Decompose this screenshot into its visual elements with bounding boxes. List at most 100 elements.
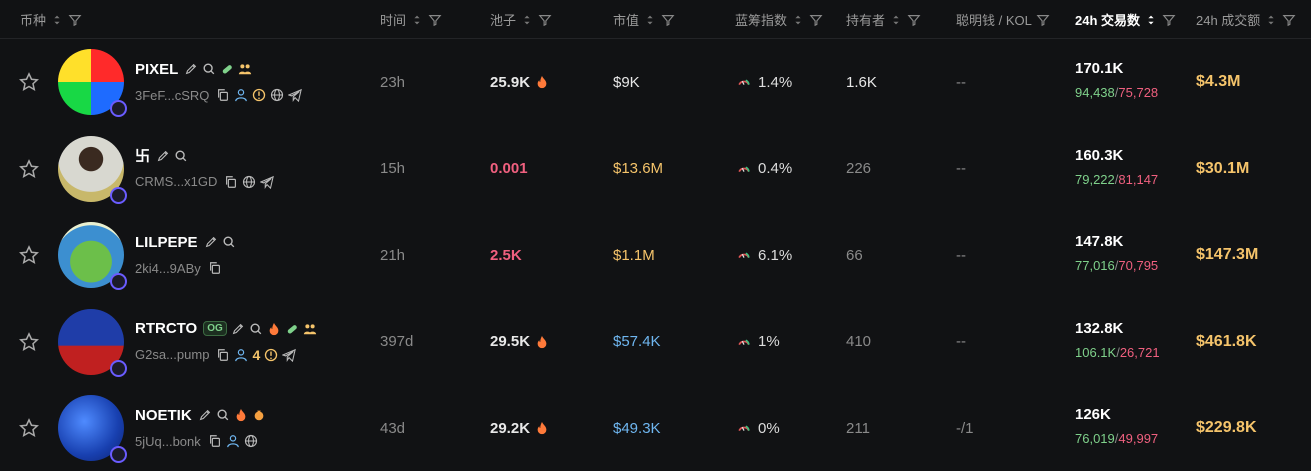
column-title: 24h 交易数	[1075, 13, 1141, 28]
copy-icon[interactable]	[216, 88, 230, 102]
volume: $229.8K	[1196, 418, 1257, 438]
pencil-icon	[186, 63, 197, 75]
sort-button[interactable]	[50, 13, 64, 27]
warn-icon[interactable]	[252, 88, 266, 102]
buys-value: 106.1K	[1075, 344, 1117, 360]
filter-button[interactable]	[907, 13, 921, 27]
tg-icon[interactable]	[288, 88, 303, 102]
gauge-icon	[738, 165, 750, 172]
age: 43d	[380, 418, 405, 438]
token-row[interactable]: NOETIK 5jUq...bonk 43d 29.2K $49.3K 0% 211 -/1 1…	[0, 385, 1311, 471]
token-address: G2sa...pump	[135, 347, 210, 362]
pill-icon	[223, 65, 233, 74]
gauge-icon	[738, 425, 750, 432]
filter-button[interactable]	[68, 13, 82, 27]
column-header: 时间	[380, 10, 442, 29]
pencil-icon	[157, 150, 169, 161]
favorite-star[interactable]	[19, 158, 39, 184]
volume-value: $30.1M	[1196, 159, 1250, 177]
warn-icon[interactable]	[264, 348, 278, 362]
address-line: 2ki4...9ABy	[135, 258, 222, 278]
tg-icon[interactable]	[260, 175, 275, 189]
token-address: 3FeF...cSRQ	[135, 87, 210, 103]
pencil-icon	[199, 409, 210, 421]
holders-value: 211	[846, 419, 870, 437]
star-icon	[19, 331, 39, 351]
gauge-icon	[738, 79, 750, 86]
sort-button[interactable]	[1144, 13, 1158, 27]
hot-icon	[537, 421, 547, 435]
filter-button[interactable]	[1282, 13, 1296, 27]
name-line: NOETIK	[135, 405, 266, 425]
token-row[interactable]: 卐 CRMS...x1GD 15h 0.001 $13.6M 0.4% 226 -- 160.3…	[0, 126, 1311, 212]
column-header: 聪明钱 / KOL	[956, 10, 1050, 29]
favorite-star[interactable]	[19, 72, 39, 97]
filter-button[interactable]	[1036, 13, 1050, 27]
star-icon	[19, 72, 39, 91]
globe-icon[interactable]	[242, 175, 256, 189]
market-cap-value: $1.1M	[613, 246, 655, 264]
column-title: 聪明钱 / KOL	[956, 13, 1032, 28]
column-title: 市值	[613, 13, 640, 28]
search-icon	[250, 322, 262, 334]
token-name: RTRCTO	[135, 320, 198, 337]
token-row[interactable]: PIXEL 3FeF...cSRQ 23h 25.9K $9K 1.4% 1.6K -- 170…	[0, 39, 1311, 125]
volume: $147.3M	[1196, 245, 1258, 265]
smart-kol-value: -/1	[956, 419, 974, 437]
favorite-star[interactable]	[19, 245, 39, 270]
sort-button[interactable]	[520, 13, 534, 27]
copy-icon[interactable]	[208, 261, 222, 275]
token-address: CRMS...x1GD	[135, 174, 218, 189]
bluechip: 6.1%	[735, 245, 792, 265]
bluechip: 0.4%	[735, 159, 792, 179]
volume-value: $229.8K	[1196, 419, 1257, 436]
filter-button[interactable]	[538, 13, 552, 27]
copy-icon[interactable]	[208, 434, 222, 448]
globe-icon[interactable]	[244, 434, 258, 448]
favorite-star[interactable]	[19, 331, 39, 357]
column-header: 24h 成交额	[1196, 10, 1296, 29]
buy-sell: 76,019/49,997	[1075, 431, 1158, 446]
tg-icon[interactable]	[282, 348, 297, 362]
copy-icon[interactable]	[216, 348, 230, 362]
address-line: 3FeF...cSRQ	[135, 85, 303, 105]
sort-button[interactable]	[791, 13, 805, 27]
person-icon[interactable]	[226, 434, 240, 448]
gauge-icon	[738, 252, 750, 259]
sort-button[interactable]	[643, 13, 657, 27]
column-title: 时间	[380, 13, 407, 28]
sort-button[interactable]	[1264, 13, 1278, 27]
person-icon[interactable]	[234, 348, 248, 362]
age-value: 43d	[380, 419, 406, 437]
pool: 2.5K	[490, 245, 522, 265]
bluechip: 1.4%	[735, 72, 792, 92]
token-name: 卐	[135, 148, 151, 165]
chain-badge	[110, 100, 127, 117]
split-separator: /	[1114, 171, 1119, 187]
filter-button[interactable]	[1162, 13, 1176, 27]
copy-icon[interactable]	[224, 175, 238, 189]
market-cap-value: $13.6M	[613, 160, 664, 177]
filter-button[interactable]	[661, 13, 675, 27]
person-icon[interactable]	[234, 88, 248, 102]
market-cap: $49.3K	[613, 418, 661, 438]
token-name: LILPEPE	[135, 233, 198, 251]
filter-button[interactable]	[809, 13, 823, 27]
bluechip: 1%	[735, 332, 780, 352]
favorite-star[interactable]	[19, 418, 39, 443]
holders-value: 226	[846, 160, 872, 177]
name-line: 卐	[135, 146, 188, 166]
token-row[interactable]: RTRCTO OG G2sa...pump 4 397d 29.5K $57.4K 1% 410…	[0, 299, 1311, 385]
holders: 1.6K	[846, 72, 877, 92]
sort-button[interactable]	[410, 13, 424, 27]
address-line: 5jUq...bonk	[135, 431, 258, 451]
bluechip: 0%	[735, 418, 780, 438]
column-title: 24h 成交额	[1196, 13, 1261, 28]
search-icon	[217, 409, 228, 421]
sort-button[interactable]	[889, 13, 903, 27]
filter-button[interactable]	[428, 13, 442, 27]
token-row[interactable]: LILPEPE 2ki4...9ABy 21h 2.5K $1.1M 6.1% 66 -- 14…	[0, 212, 1311, 298]
globe-icon[interactable]	[270, 88, 284, 102]
txns-value: 126K	[1075, 406, 1111, 423]
txns-value: 170.1K	[1075, 60, 1124, 77]
